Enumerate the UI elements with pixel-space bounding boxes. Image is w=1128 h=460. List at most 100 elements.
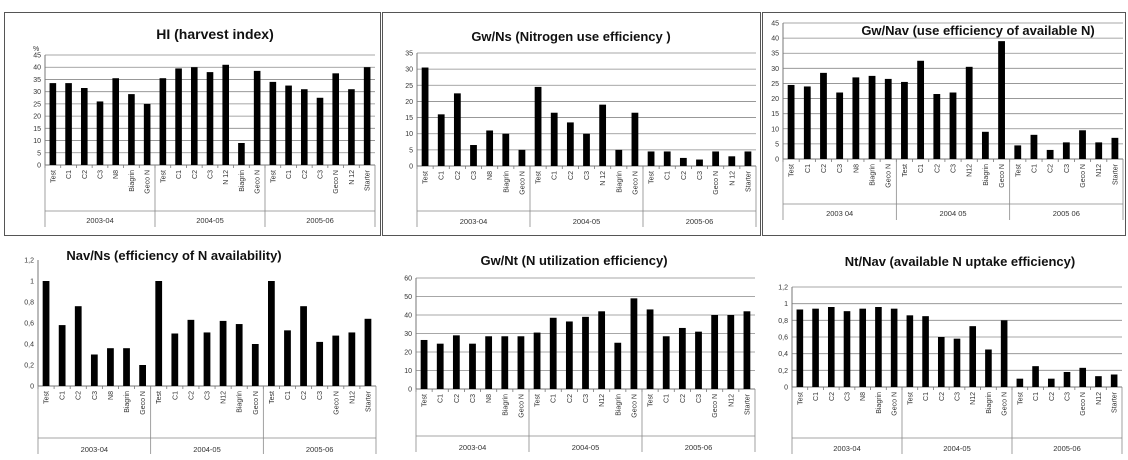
x-category-label: Test — [902, 164, 909, 177]
chart-title: Nt/Nav (available N uptake efficiency) — [845, 254, 1075, 269]
group-label: 2004-05 — [943, 444, 971, 453]
x-category-label: C1 — [438, 394, 445, 403]
x-category-label: Biagrin — [129, 170, 136, 192]
bar — [836, 92, 844, 159]
bar — [901, 81, 908, 159]
bar — [96, 101, 104, 165]
bar — [485, 336, 493, 389]
chart-title: Gw/Nav (use efficiency of available N) — [861, 23, 1094, 38]
group-label: 2005-06 — [306, 216, 334, 225]
x-category-label: Test — [160, 170, 167, 183]
x-category-label: Geco N — [255, 170, 262, 194]
x-category-label: C2 — [829, 392, 836, 401]
x-category-label: C3 — [697, 171, 704, 180]
y-tick-label: 60 — [404, 276, 412, 283]
bar — [884, 78, 892, 159]
bar — [268, 281, 275, 386]
x-category-label: C2 — [1049, 392, 1056, 401]
bar — [565, 321, 573, 389]
x-category-label: N12 — [221, 391, 228, 404]
x-category-label: C2 — [455, 171, 462, 180]
bar — [469, 343, 476, 389]
bar — [452, 335, 460, 389]
x-category-label: Starter — [1112, 391, 1119, 413]
x-category-label: C2 — [821, 164, 828, 173]
x-category-label: Geco N — [886, 164, 893, 188]
group-label: 2004-05 — [573, 217, 601, 226]
bar — [728, 156, 736, 166]
x-category-label: N8 — [487, 171, 494, 180]
x-category-label: N8 — [853, 164, 860, 173]
bar — [679, 157, 687, 166]
x-category-label: N12 — [728, 394, 735, 407]
bar — [663, 151, 671, 166]
x-category-label: C2 — [1048, 164, 1055, 173]
x-category-label: C1 — [665, 171, 672, 180]
bar — [316, 97, 324, 165]
bar — [420, 339, 428, 389]
bar — [787, 84, 795, 159]
bar — [998, 41, 1005, 159]
bar — [437, 114, 445, 166]
x-category-label: N12 — [967, 164, 974, 177]
x-category-label: N 12 — [349, 170, 356, 185]
bar — [711, 315, 719, 389]
y-tick-label: 35 — [405, 51, 413, 58]
x-category-label: N 12 — [600, 171, 607, 186]
bar — [219, 320, 227, 386]
y-tick-label: 1 — [784, 301, 788, 308]
bar — [143, 103, 151, 165]
x-category-label: N12 — [1096, 392, 1103, 405]
x-category-label: Starter — [744, 393, 751, 415]
x-category-label: Geco N — [1002, 392, 1009, 416]
bar — [1046, 149, 1054, 159]
x-category-label: C1 — [439, 171, 446, 180]
x-category-label: Test — [44, 391, 51, 404]
group-label: 2004-05 — [196, 216, 224, 225]
x-category-label: C3 — [470, 394, 477, 403]
x-category-label: C1 — [923, 392, 930, 401]
bar — [436, 343, 444, 389]
x-category-label: C3 — [845, 392, 852, 401]
bar — [859, 308, 867, 387]
x-category-label: Test — [648, 394, 655, 407]
bar — [1016, 378, 1024, 387]
x-category-label: Starter — [1112, 163, 1119, 185]
x-category-label: Test — [423, 171, 430, 184]
y-tick-label: 0,6 — [24, 321, 34, 328]
bar — [155, 281, 163, 386]
x-category-label: Biagrin — [870, 164, 877, 186]
chart-gw-ns-svg: Gw/Ns (Nitrogen use efficiency ) 0 5 10 15 20… — [405, 29, 757, 227]
bar — [364, 318, 372, 386]
bar — [712, 151, 720, 166]
y-tick-label: 0 — [784, 385, 788, 392]
bar — [1095, 376, 1102, 387]
x-category-label: Test — [536, 171, 543, 184]
y-tick-label: 0 — [30, 384, 34, 391]
x-category-label: Biagrin — [615, 394, 622, 416]
x-category-label: Biagrin — [616, 171, 623, 193]
bar — [486, 130, 494, 166]
x-category-label: Test — [789, 164, 796, 177]
bar — [238, 143, 245, 165]
x-category-label: N8 — [860, 392, 867, 401]
group-label: 2003 04 — [826, 209, 853, 218]
y-tick-label: 10 — [404, 368, 412, 375]
x-category-label: C3 — [951, 164, 958, 173]
x-category-label: C2 — [934, 164, 941, 173]
bar — [65, 83, 72, 165]
bar — [803, 86, 811, 159]
chart-title: Gw/Ns (Nitrogen use efficiency ) — [471, 29, 670, 44]
y-tick-label: 0,4 — [778, 351, 788, 358]
y-tick-label: 30 — [404, 331, 412, 338]
bar — [1063, 372, 1071, 387]
y-tick-label: 50 — [404, 294, 412, 301]
bar — [470, 145, 477, 166]
chart-gw-nav-svg: Gw/Nav (use efficiency of available N) 0 5… — [771, 21, 1124, 220]
bar — [90, 354, 98, 386]
bar — [206, 72, 214, 165]
bar — [906, 315, 914, 387]
x-category-label: C1 — [813, 392, 820, 401]
x-category-label: N12 — [599, 394, 606, 407]
chart-panel-gw-ns: Gw/Ns (Nitrogen use efficiency ) 0 5 10 15 20… — [382, 12, 761, 236]
